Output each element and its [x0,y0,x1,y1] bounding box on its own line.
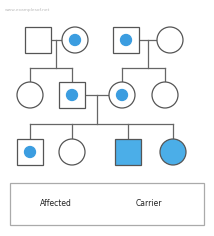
Circle shape [122,201,128,207]
FancyBboxPatch shape [17,139,43,165]
Circle shape [59,139,85,165]
FancyBboxPatch shape [115,139,141,165]
FancyBboxPatch shape [25,27,51,53]
Circle shape [17,82,43,108]
Circle shape [117,89,128,101]
Circle shape [62,27,88,53]
Circle shape [157,27,183,53]
FancyBboxPatch shape [22,197,36,211]
Text: Carrier: Carrier [136,199,162,208]
Circle shape [120,34,131,46]
Circle shape [25,147,36,157]
FancyBboxPatch shape [118,197,132,211]
Text: www.examplesof.net: www.examplesof.net [5,8,50,12]
Circle shape [160,139,186,165]
Circle shape [70,34,80,46]
Circle shape [67,89,77,101]
FancyBboxPatch shape [113,27,139,53]
FancyBboxPatch shape [59,82,85,108]
Text: Affected: Affected [40,199,72,208]
Circle shape [109,82,135,108]
Circle shape [152,82,178,108]
FancyBboxPatch shape [10,183,204,225]
